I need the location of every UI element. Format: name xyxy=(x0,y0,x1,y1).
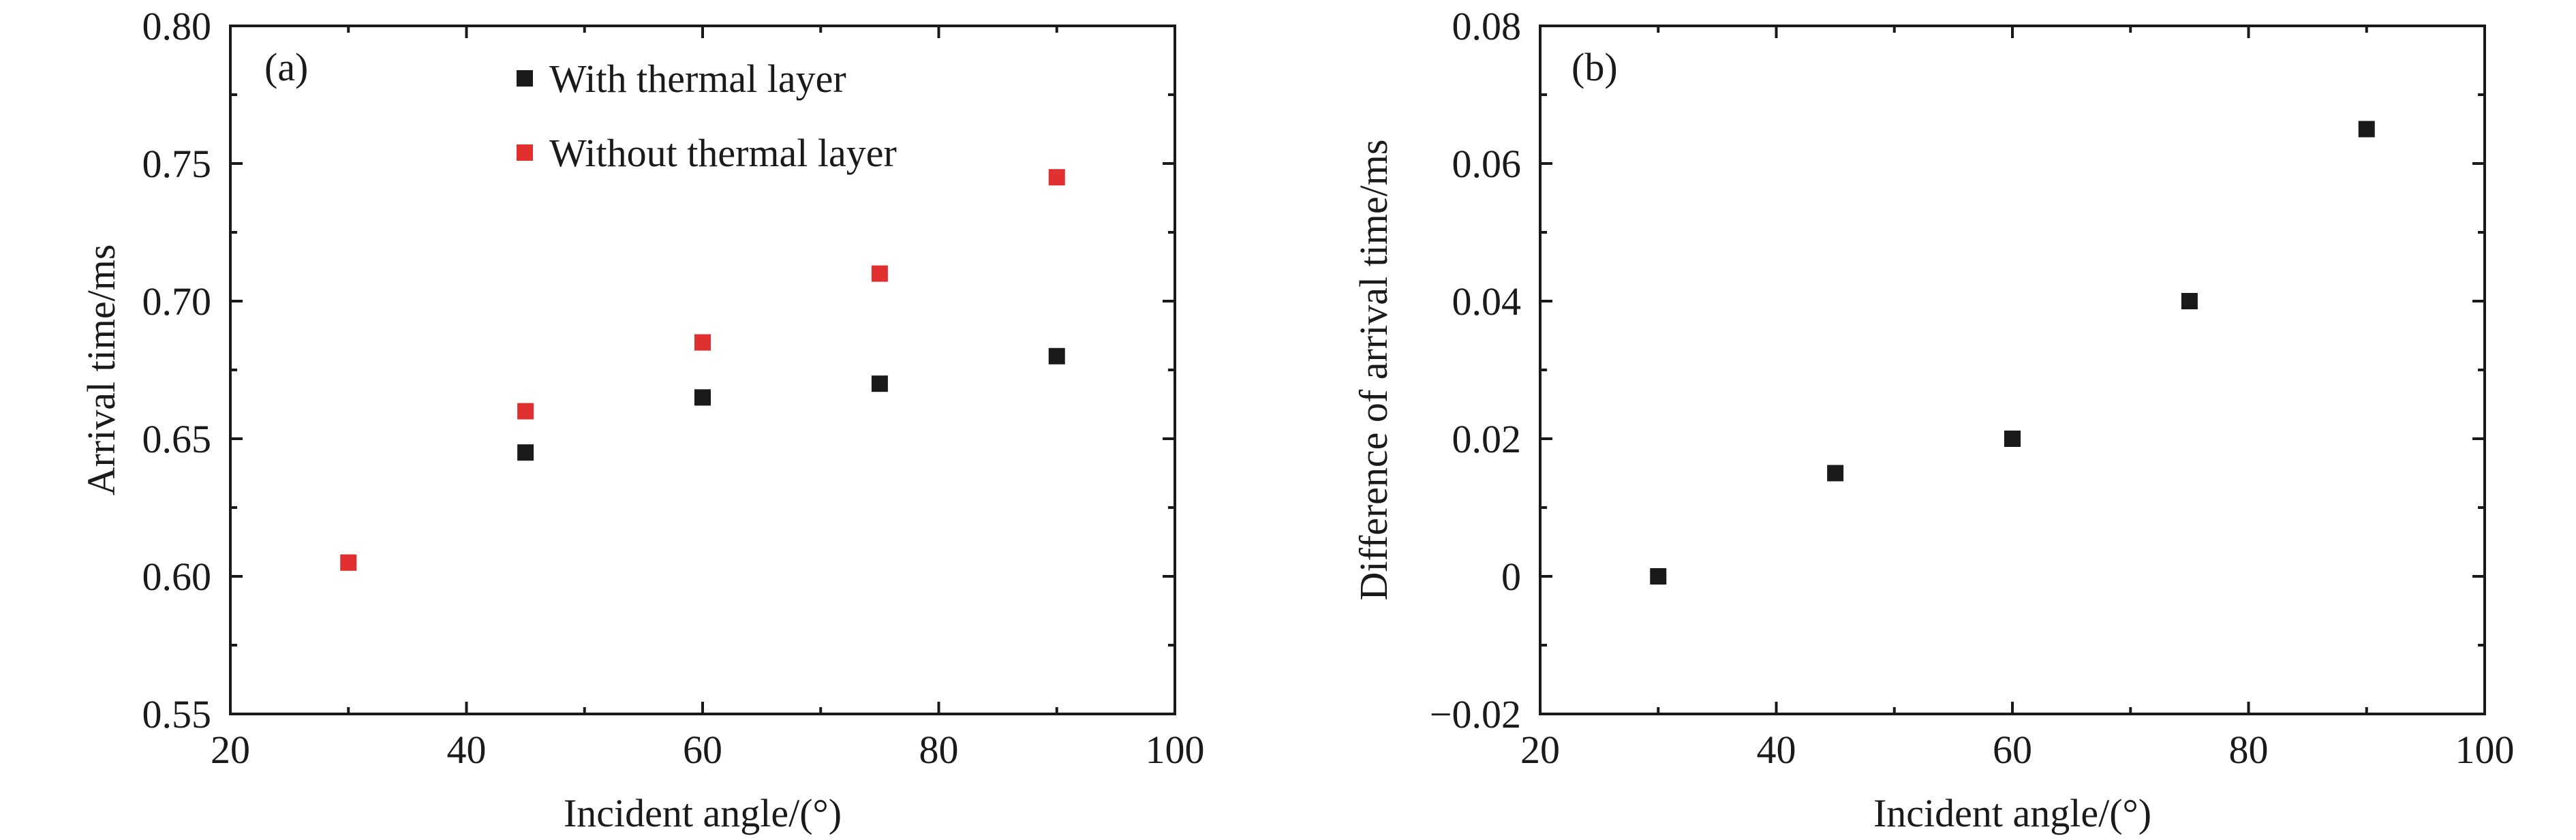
panel-label-a: (a) xyxy=(264,45,308,89)
y-tick-label-a: 0.60 xyxy=(142,555,212,599)
data-point-b-series-0 xyxy=(2181,293,2198,309)
ticks-a: 20 40 60 80 100 0.55 0.60 0.65 0.70 0.75 0.80 xyxy=(142,4,1205,772)
y-axis-label-b: Difference of arrival time/ms xyxy=(1351,140,1396,601)
x-tick-label-b: 100 xyxy=(2455,728,2515,772)
data-point-a-series-1 xyxy=(694,334,711,351)
plot-frame-b xyxy=(1539,25,2486,715)
data-point-a-series-0 xyxy=(517,444,534,461)
legend-label-without-thermal-layer: Without thermal layer xyxy=(549,131,897,175)
x-tick-label-b: 80 xyxy=(2229,728,2269,772)
plot-frame-a xyxy=(229,25,1176,715)
y-tick-label-b: 0.06 xyxy=(1452,142,1522,186)
y-tick-label-b: 0.02 xyxy=(1452,417,1522,461)
data-point-a-series-0 xyxy=(1048,347,1065,364)
legend-label-with-thermal-layer: With thermal layer xyxy=(549,57,846,101)
y-tick-label-a: 0.75 xyxy=(142,142,212,186)
data-point-a-series-0 xyxy=(871,375,888,392)
data-point-a-series-1 xyxy=(517,403,534,420)
x-tick-label-a: 60 xyxy=(683,728,722,772)
x-tick-label-b: 20 xyxy=(1520,728,1560,772)
data-point-a-series-1 xyxy=(871,265,888,282)
x-tick-label-a: 40 xyxy=(447,728,487,772)
legend-marker-without-thermal-layer xyxy=(517,144,533,161)
y-tick-label-b: 0.08 xyxy=(1452,4,1522,48)
y-axis-label-a: Arrival time/ms xyxy=(79,245,123,496)
y-tick-label-a: 0.80 xyxy=(142,4,212,48)
y-tick-label-a: 0.55 xyxy=(142,692,212,736)
y-tick-label-a: 0.70 xyxy=(142,279,212,324)
marks-a xyxy=(340,169,1065,571)
x-axis-label-a: Incident angle/(°) xyxy=(564,791,842,835)
x-tick-label-a: 80 xyxy=(919,728,959,772)
x-axis-label-b: Incident angle/(°) xyxy=(1873,791,2151,835)
legend-marker-with-thermal-layer xyxy=(517,70,533,87)
y-tick-label-b: −0.02 xyxy=(1430,692,1521,736)
x-tick-label-b: 60 xyxy=(1993,728,2032,772)
x-tick-label-b: 40 xyxy=(1757,728,1796,772)
data-point-b-series-0 xyxy=(2358,121,2375,138)
data-point-a-series-1 xyxy=(1048,169,1065,186)
panel-label-b: (b) xyxy=(1571,45,1618,89)
legend-a: With thermal layer Without thermal layer xyxy=(517,57,897,175)
data-point-a-series-0 xyxy=(694,389,711,406)
x-tick-label-a: 100 xyxy=(1146,728,1205,772)
ticks-b: 20 40 60 80 100 −0.02 0 0.02 0.04 0.06 0.08 xyxy=(1430,4,2515,772)
data-point-a-series-1 xyxy=(340,554,357,571)
data-point-b-series-0 xyxy=(1650,568,1667,585)
data-point-b-series-0 xyxy=(2004,431,2021,447)
marks-b xyxy=(1650,121,2375,585)
x-tick-label-a: 20 xyxy=(211,728,250,772)
y-tick-label-a: 0.65 xyxy=(142,417,212,461)
panel-b: 20 40 60 80 100 −0.02 0 0.02 0.04 0.06 0.08 (b) In… xyxy=(1351,4,2515,835)
y-tick-label-b: 0.04 xyxy=(1452,279,1522,324)
y-tick-label-b: 0 xyxy=(1501,555,1521,599)
data-point-b-series-0 xyxy=(1827,465,1844,482)
